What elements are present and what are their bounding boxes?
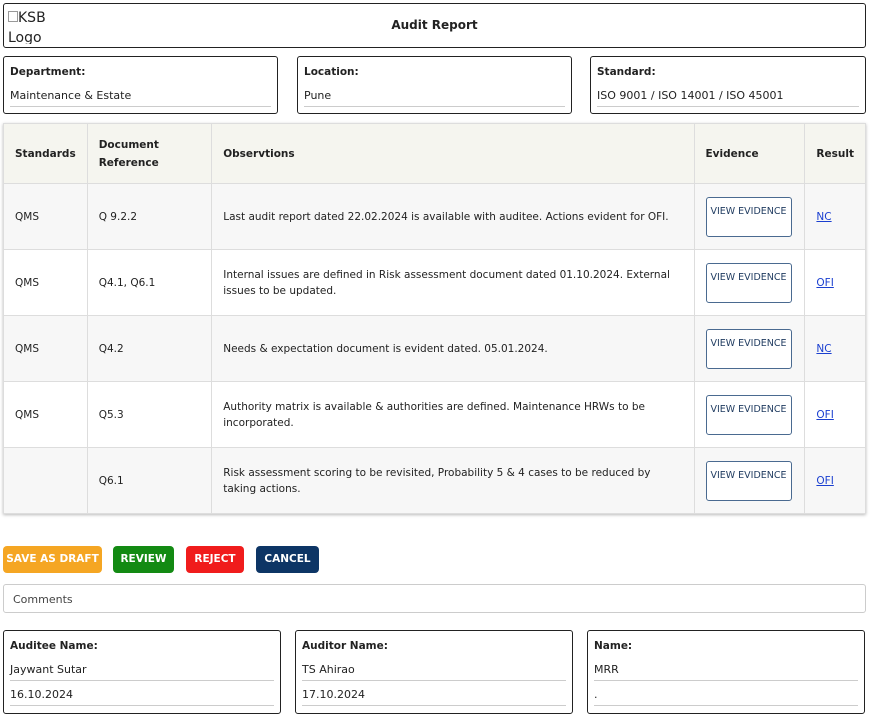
column-header: Observtions (211, 123, 695, 184)
signoff-name: Jaywant Sutar (10, 663, 274, 681)
signoff-date: 17.10.2024 (302, 688, 566, 706)
result-link[interactable]: OFI (816, 276, 834, 289)
audit-table: Standards Document Reference Observtions Ev… (3, 123, 866, 514)
view-evidence-button[interactable]: VIEW EVIDENCE (705, 196, 792, 237)
result-link[interactable]: NC (816, 210, 832, 223)
evidence-cell: VIEW EVIDENCE (693, 381, 806, 448)
action-button[interactable]: REVIEW (113, 546, 174, 573)
comments-input[interactable]: Comments (3, 584, 866, 613)
signoff-date: 16.10.2024 (10, 688, 274, 706)
result-cell: OFI (804, 447, 866, 514)
field-box: Location: Pune (297, 56, 572, 114)
field-label: Standard: (597, 66, 656, 78)
result-link[interactable]: OFI (816, 408, 834, 421)
field-label: Location: (304, 66, 359, 78)
header: KSB Logo Audit Report (3, 3, 866, 48)
logo: KSB Logo (8, 8, 58, 44)
signoff-date: . (594, 688, 858, 706)
signoff-box: Auditee Name: Jaywant Sutar 16.10.2024 (3, 630, 281, 714)
column-header: Result (804, 123, 866, 184)
result-cell: OFI (804, 249, 866, 316)
view-evidence-button[interactable]: VIEW EVIDENCE (705, 328, 792, 369)
observation-cell: Authority matrix is available & authorit… (211, 381, 695, 448)
reference-cell: Q 9.2.2 (86, 183, 213, 250)
column-header: Standards (3, 123, 88, 184)
action-button[interactable]: REJECT (186, 546, 244, 573)
result-cell: OFI (804, 381, 866, 448)
logo-alt: KSB Logo (8, 10, 46, 44)
reference-cell: Q4.2 (86, 315, 213, 382)
reference-cell: Q5.3 (86, 381, 213, 448)
page-title: Audit Report (391, 18, 478, 32)
signoff-name: MRR (594, 663, 858, 681)
column-header: Evidence (693, 123, 806, 184)
field-value: Maintenance & Estate (10, 89, 271, 107)
field-value: Pune (304, 89, 565, 107)
view-evidence-button[interactable]: VIEW EVIDENCE (705, 262, 792, 303)
field-box: Standard: ISO 9001 / ISO 14001 / ISO 4500… (590, 56, 866, 114)
observation-cell: Last audit report dated 22.02.2024 is av… (211, 183, 695, 250)
signoff-box: Name: MRR. (587, 630, 865, 714)
observation-cell: Needs & expectation document is evident … (211, 315, 695, 382)
result-link[interactable]: OFI (816, 474, 834, 487)
result-cell: NC (804, 183, 866, 250)
standard-cell: QMS (3, 183, 88, 250)
field-box: Department: Maintenance & Estate (3, 56, 278, 114)
signoff-label: Name: (594, 640, 633, 652)
action-button[interactable]: CANCEL (256, 546, 319, 573)
reference-cell: Q6.1 (86, 447, 213, 514)
result-cell: NC (804, 315, 866, 382)
field-value: ISO 9001 / ISO 14001 / ISO 45001 (597, 89, 859, 107)
signoff-box: Auditor Name: TS Ahirao 17.10.2024 (295, 630, 573, 714)
view-evidence-button[interactable]: VIEW EVIDENCE (705, 460, 792, 501)
signoff-label: Auditee Name: (10, 640, 98, 652)
evidence-cell: VIEW EVIDENCE (693, 249, 806, 316)
result-link[interactable]: NC (816, 342, 832, 355)
action-button[interactable]: SAVE AS DRAFT (3, 546, 102, 573)
evidence-cell: VIEW EVIDENCE (693, 315, 806, 382)
reference-cell: Q4.1, Q6.1 (86, 249, 213, 316)
view-evidence-button[interactable]: VIEW EVIDENCE (705, 394, 792, 435)
evidence-cell: VIEW EVIDENCE (693, 447, 806, 514)
standard-cell (3, 447, 88, 514)
observation-cell: Risk assessment scoring to be revisited,… (211, 447, 695, 514)
evidence-cell: VIEW EVIDENCE (693, 183, 806, 250)
column-header: Document Reference (86, 123, 213, 184)
standard-cell: QMS (3, 249, 88, 316)
signoff-name: TS Ahirao (302, 663, 566, 681)
field-label: Department: (10, 66, 86, 78)
observation-cell: Internal issues are defined in Risk asse… (211, 249, 695, 316)
signoff-label: Auditor Name: (302, 640, 388, 652)
standard-cell: QMS (3, 315, 88, 382)
standard-cell: QMS (3, 381, 88, 448)
